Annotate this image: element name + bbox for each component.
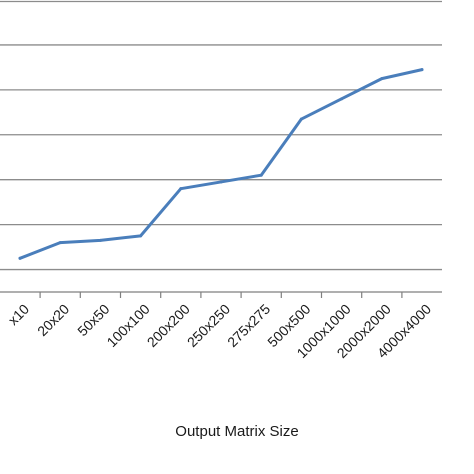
series-layer (18, 68, 424, 260)
data-point (340, 97, 344, 101)
series-line (18, 68, 424, 260)
gridlines (0, 0, 442, 271)
data-point (259, 173, 263, 177)
x-tick-label: 275x275 (224, 301, 273, 350)
x-tick-label: 100x100 (103, 301, 152, 350)
x-tick-labels: x10 20x20 50x50100x100200x200250x250275x27… (5, 301, 434, 361)
data-point (299, 117, 303, 121)
data-point (219, 180, 223, 184)
data-point (58, 241, 62, 245)
data-point (18, 256, 22, 260)
x-tick-label: 250x250 (184, 301, 233, 350)
data-point (420, 68, 424, 72)
x-axis-title: Output Matrix Size (175, 423, 299, 440)
x-tick-label: 50x50 (74, 301, 112, 339)
data-point (380, 77, 384, 81)
x-tick-label: 200x200 (144, 301, 193, 350)
data-point (98, 238, 102, 242)
data-point (179, 187, 183, 191)
data-point (139, 234, 143, 238)
x-tick-label: x10 (5, 301, 32, 328)
axes (0, 291, 442, 298)
x-tick-label: 20x20 (34, 301, 72, 339)
